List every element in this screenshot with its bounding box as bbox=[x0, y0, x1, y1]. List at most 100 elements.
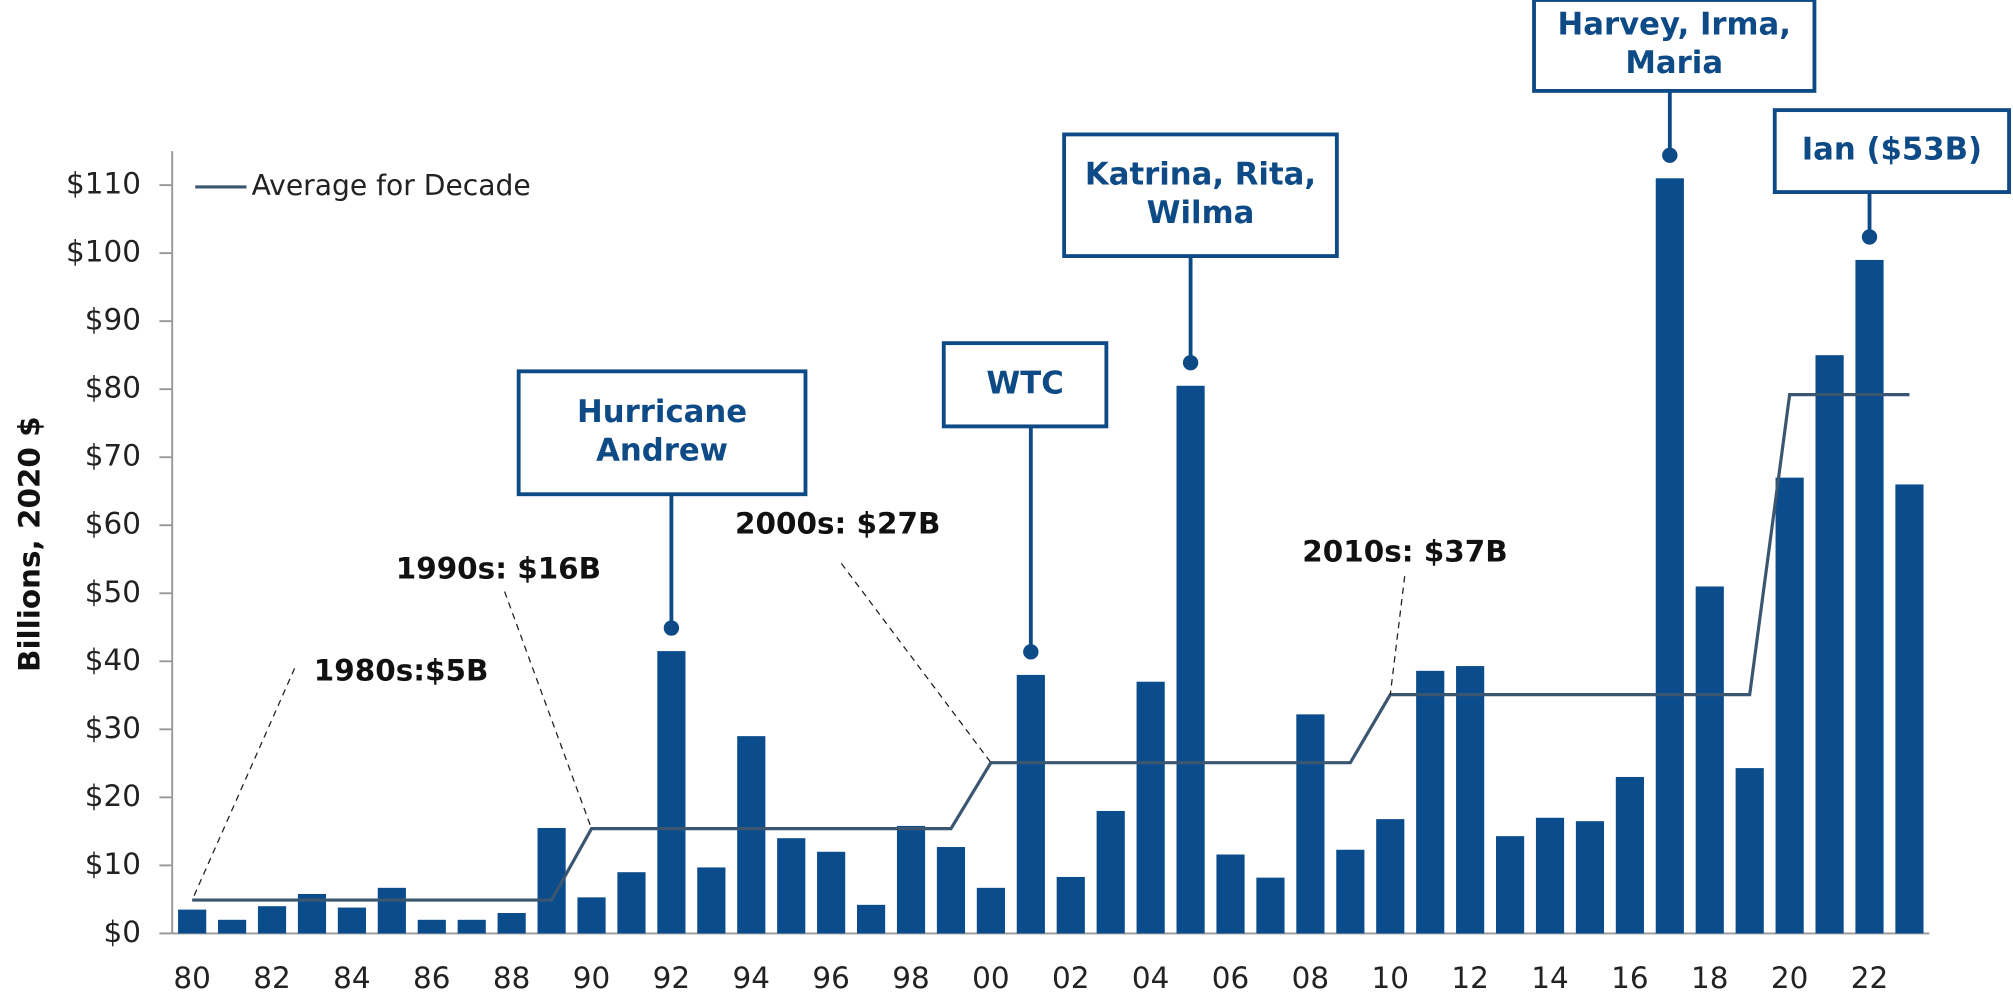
x-tick-label: 80 bbox=[173, 961, 210, 995]
callout-dot bbox=[663, 620, 680, 636]
x-tick-label: 90 bbox=[573, 961, 610, 995]
bar bbox=[577, 897, 606, 934]
y-tick-label: $80 bbox=[85, 371, 141, 405]
callout-dot bbox=[1023, 644, 1039, 660]
callout-dot bbox=[1182, 355, 1199, 371]
callout-text: Wilma bbox=[1147, 195, 1255, 231]
bar bbox=[1216, 854, 1245, 934]
x-tick-label: 88 bbox=[493, 961, 530, 995]
y-axis-label: Billions, 2020 $ bbox=[12, 416, 46, 672]
bar bbox=[1535, 817, 1565, 934]
x-tick-label: 96 bbox=[812, 961, 849, 995]
decade-label: 1990s: $16B bbox=[396, 551, 601, 585]
x-tick-label: 16 bbox=[1611, 961, 1648, 995]
y-tick-label: $20 bbox=[85, 779, 141, 813]
bar bbox=[178, 909, 207, 934]
callout-text: WTC bbox=[986, 365, 1063, 401]
bar bbox=[777, 838, 806, 934]
callout-text: Maria bbox=[1625, 45, 1723, 81]
decade-leader bbox=[840, 562, 992, 764]
callout-dot bbox=[1662, 147, 1678, 163]
y-tick-label: $50 bbox=[85, 575, 141, 609]
bar bbox=[1735, 768, 1764, 934]
bar bbox=[936, 847, 966, 934]
callout-text: Hurricane bbox=[577, 394, 747, 430]
x-tick-label: 98 bbox=[892, 961, 929, 995]
bar bbox=[1296, 714, 1325, 934]
x-tick-label: 92 bbox=[653, 961, 690, 995]
bar bbox=[1096, 810, 1125, 934]
bar bbox=[1695, 586, 1724, 934]
y-tick-label: $40 bbox=[85, 643, 141, 677]
y-tick-label: $30 bbox=[85, 711, 141, 745]
x-tick-label: 94 bbox=[733, 961, 770, 995]
bar bbox=[1456, 666, 1485, 934]
bar bbox=[1655, 178, 1684, 934]
x-tick-label: 04 bbox=[1132, 961, 1169, 995]
callout-text: Ian ($53B) bbox=[1802, 132, 1982, 168]
callout-box bbox=[1532, 0, 1817, 93]
bar bbox=[1855, 259, 1884, 934]
bar bbox=[1815, 355, 1844, 934]
decade-label: 2000s: $27B bbox=[735, 506, 940, 540]
callout-dot bbox=[1861, 229, 1878, 245]
x-tick-label: 86 bbox=[413, 961, 450, 995]
y-tick-label: $10 bbox=[85, 847, 141, 881]
x-tick-label: 82 bbox=[253, 961, 290, 995]
bar bbox=[1615, 776, 1644, 934]
x-tick-label: 08 bbox=[1292, 961, 1329, 995]
y-tick-label: $100 bbox=[66, 235, 141, 269]
y-tick-label: $110 bbox=[66, 167, 141, 201]
decade-leader bbox=[503, 591, 593, 829]
decade-label: 1980s:$5B bbox=[314, 654, 489, 688]
bar bbox=[976, 887, 1005, 934]
bar bbox=[1376, 819, 1405, 934]
bar bbox=[697, 867, 726, 934]
x-tick-label: 84 bbox=[333, 961, 370, 995]
y-tick-label: $0 bbox=[103, 915, 140, 949]
x-tick-label: 20 bbox=[1771, 961, 1808, 995]
y-tick-label: $70 bbox=[85, 439, 141, 473]
bar bbox=[617, 872, 646, 934]
y-tick-label: $90 bbox=[85, 303, 141, 337]
x-tick-label: 06 bbox=[1212, 961, 1249, 995]
bar bbox=[257, 906, 287, 934]
x-tick-label: 00 bbox=[972, 961, 1009, 995]
bar bbox=[1416, 670, 1445, 934]
callout-text: Harvey, Irma, bbox=[1558, 7, 1791, 43]
bar bbox=[497, 913, 526, 934]
bar bbox=[457, 919, 486, 934]
bar bbox=[657, 651, 686, 934]
average-line bbox=[192, 393, 1910, 902]
bar bbox=[1256, 877, 1285, 934]
legend-label: Average for Decade bbox=[252, 169, 531, 202]
callout-box bbox=[941, 341, 1109, 429]
bar bbox=[857, 904, 886, 934]
bar bbox=[737, 736, 766, 934]
bar bbox=[1495, 836, 1525, 934]
x-tick-label: 22 bbox=[1851, 961, 1888, 995]
bar bbox=[1136, 681, 1165, 934]
decade-label: 2010s: $37B bbox=[1302, 535, 1507, 569]
callout-text: Andrew bbox=[596, 432, 728, 468]
bar bbox=[817, 851, 846, 934]
decade-leader bbox=[1389, 576, 1406, 695]
x-tick-label: 14 bbox=[1531, 961, 1568, 995]
callout-box bbox=[516, 369, 808, 497]
bar bbox=[337, 907, 366, 934]
bar bbox=[1575, 821, 1605, 934]
bar bbox=[1775, 477, 1804, 934]
x-tick-label: 18 bbox=[1691, 961, 1728, 995]
callout-text: Katrina, Rita, bbox=[1085, 157, 1316, 193]
bar bbox=[1895, 484, 1924, 934]
bar bbox=[1016, 674, 1045, 934]
bar bbox=[377, 887, 406, 934]
x-tick-label: 10 bbox=[1372, 961, 1409, 995]
x-tick-label: 02 bbox=[1052, 961, 1089, 995]
callout-box bbox=[1062, 132, 1339, 259]
bar bbox=[1176, 385, 1205, 934]
bar bbox=[1056, 876, 1085, 934]
x-tick-label: 12 bbox=[1451, 961, 1488, 995]
y-tick-label: $60 bbox=[85, 507, 141, 541]
